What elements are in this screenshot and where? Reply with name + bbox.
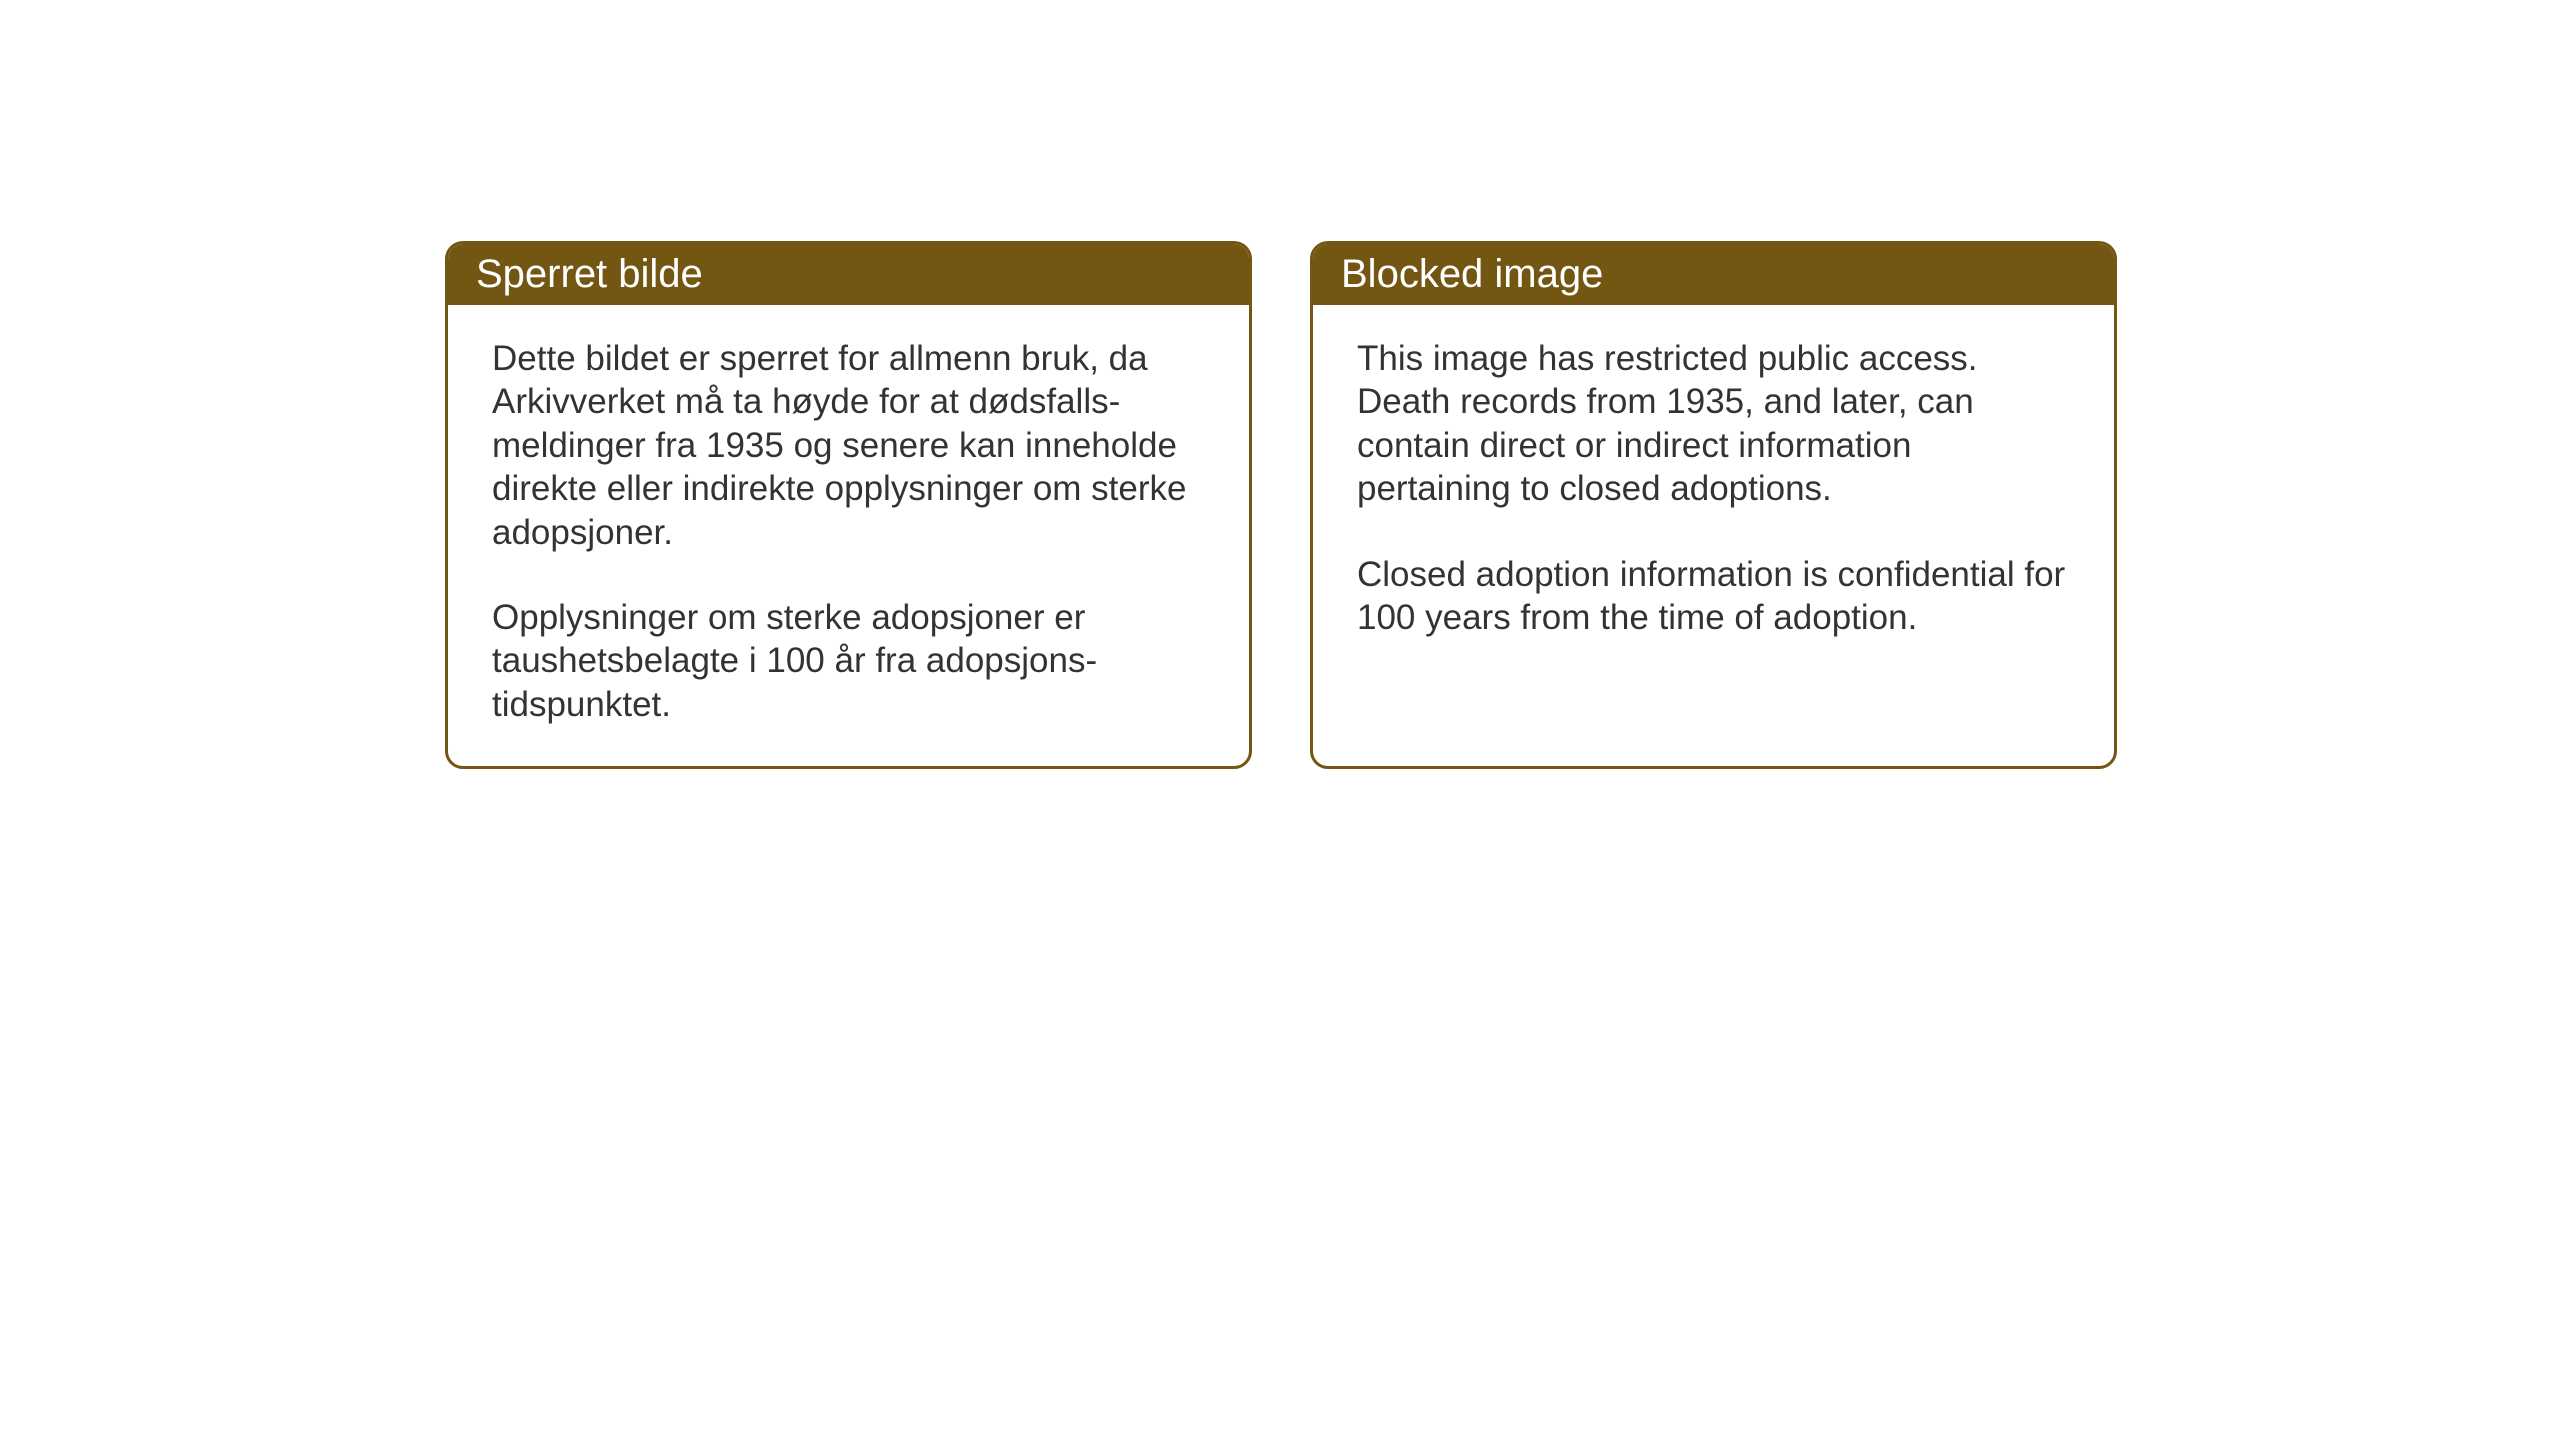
card-title-english: Blocked image	[1341, 252, 1603, 296]
card-body-english: This image has restricted public access.…	[1313, 305, 2114, 755]
card-header-norwegian: Sperret bilde	[448, 244, 1249, 305]
cards-container: Sperret bilde Dette bildet er sperret fo…	[445, 241, 2117, 769]
card-body-norwegian: Dette bildet er sperret for allmenn bruk…	[448, 305, 1249, 766]
card-title-norwegian: Sperret bilde	[476, 252, 703, 296]
card-norwegian: Sperret bilde Dette bildet er sperret fo…	[445, 241, 1252, 769]
card-english: Blocked image This image has restricted …	[1310, 241, 2117, 769]
card-paragraph2-norwegian: Opplysninger om sterke adopsjoner er tau…	[492, 596, 1205, 726]
card-paragraph2-english: Closed adoption information is confident…	[1357, 553, 2070, 640]
card-paragraph1-norwegian: Dette bildet er sperret for allmenn bruk…	[492, 337, 1205, 554]
card-paragraph1-english: This image has restricted public access.…	[1357, 337, 2070, 511]
card-header-english: Blocked image	[1313, 244, 2114, 305]
